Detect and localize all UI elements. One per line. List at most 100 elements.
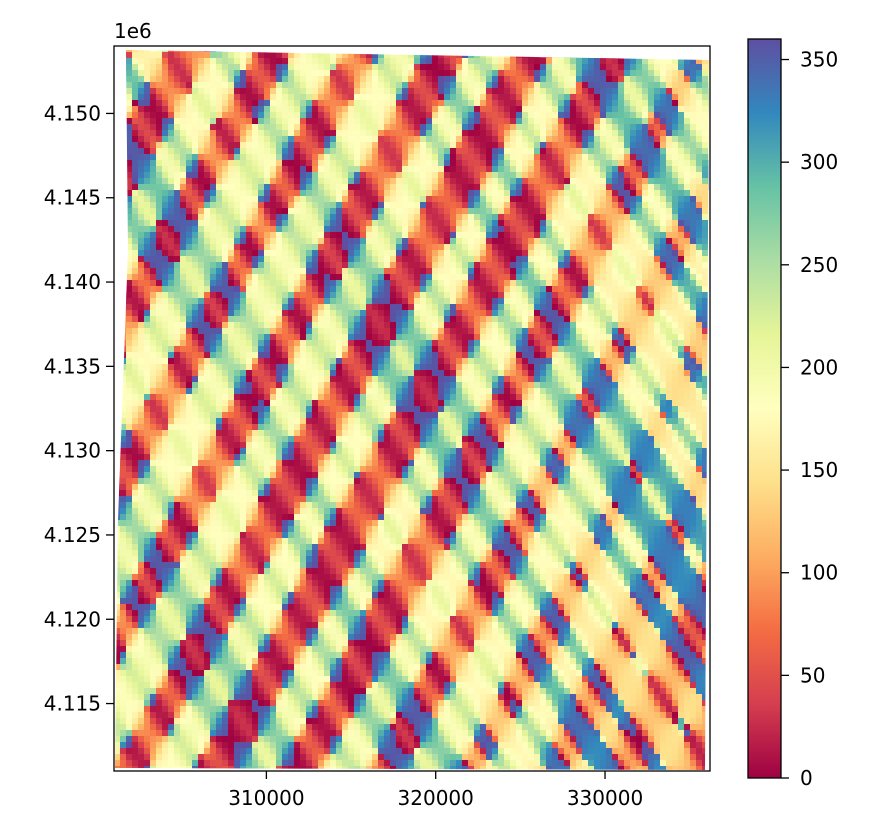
raster-cell (426, 172, 433, 179)
raster-cell (432, 316, 439, 323)
raster-cell (672, 232, 679, 239)
raster-cell (510, 322, 517, 329)
raster-cell (132, 256, 139, 263)
raster-cell (660, 82, 667, 89)
raster-cell (708, 220, 709, 227)
raster-cell (186, 262, 193, 269)
raster-cell (252, 130, 259, 137)
raster-cell (516, 334, 523, 341)
raster-cell (390, 112, 397, 119)
raster-cell (384, 142, 391, 149)
raster-cell (306, 322, 313, 329)
raster-cell (462, 58, 469, 65)
raster-cell (672, 148, 679, 155)
raster-cell (318, 160, 325, 167)
raster-cell (702, 148, 709, 155)
raster-cell (660, 244, 667, 251)
raster-cell (186, 274, 193, 281)
raster-cell (456, 172, 463, 179)
raster-cell (474, 286, 481, 293)
raster-cell (678, 136, 685, 143)
raster-cell (708, 82, 709, 89)
raster-cell (378, 238, 385, 245)
raster-cell (318, 316, 325, 323)
raster-cell (366, 112, 373, 119)
raster-cell (270, 280, 277, 287)
raster-cell (588, 250, 595, 257)
raster-cell (180, 232, 187, 239)
raster-cell (312, 50, 319, 53)
raster-cell (636, 250, 643, 257)
raster-cell (696, 262, 703, 269)
raster-cell (168, 310, 175, 317)
raster-cell (186, 130, 193, 137)
raster-cell (234, 322, 241, 329)
raster-cell (115, 322, 121, 329)
raster-cell (618, 52, 625, 59)
raster-cell (138, 214, 145, 221)
raster-cell (414, 232, 421, 239)
raster-cell (168, 118, 175, 125)
raster-cell (690, 190, 697, 197)
raster-cell (168, 262, 175, 269)
raster-cell (306, 274, 313, 281)
raster-cell (270, 50, 277, 53)
raster-cell (570, 244, 577, 251)
raster-cell (546, 172, 553, 179)
raster-cell (708, 190, 709, 197)
raster-cell (570, 334, 577, 341)
raster-cell (612, 58, 619, 65)
raster-cell (366, 154, 373, 161)
raster-cell (348, 214, 355, 221)
raster-cell (360, 118, 367, 125)
raster-cell (558, 106, 565, 113)
raster-cell (300, 280, 307, 287)
raster-cell (372, 334, 379, 341)
raster-cell (582, 58, 589, 65)
raster-cell (582, 136, 589, 143)
raster-cell (426, 154, 433, 161)
raster-cell (630, 172, 637, 179)
raster-cell (690, 124, 697, 131)
raster-cell (294, 184, 301, 191)
raster-cell (444, 334, 451, 341)
raster-cell (372, 166, 379, 173)
raster-cell (234, 340, 241, 347)
raster-cell (330, 124, 337, 131)
raster-cell (300, 160, 307, 167)
raster-cell (168, 82, 175, 89)
raster-cell (222, 106, 229, 113)
raster-cell (612, 298, 619, 305)
raster-cell (702, 58, 709, 65)
raster-cell (552, 136, 559, 143)
raster-cell (372, 310, 379, 317)
raster-cell (504, 118, 511, 125)
raster-cell (378, 232, 385, 239)
raster-cell (432, 262, 439, 269)
raster-cell (294, 298, 301, 305)
raster-cell (582, 244, 589, 251)
raster-cell (378, 118, 385, 125)
raster-cell (492, 112, 499, 119)
raster-cell (432, 58, 439, 65)
raster-cell (115, 50, 121, 53)
raster-cell (324, 286, 331, 293)
raster-cell (480, 304, 487, 311)
raster-cell (624, 316, 631, 323)
raster-cell (300, 274, 307, 281)
raster-cell (648, 256, 655, 263)
raster-cell (612, 244, 619, 251)
raster-cell (684, 286, 691, 293)
raster-cell (702, 208, 709, 215)
raster-cell (504, 340, 511, 347)
raster-cell (444, 106, 451, 113)
raster-cell (372, 214, 379, 221)
raster-cell (144, 160, 151, 167)
raster-cell (504, 106, 511, 113)
raster-cell (498, 100, 505, 107)
raster-cell (636, 58, 643, 65)
raster-cell (156, 232, 163, 239)
raster-cell (144, 262, 151, 269)
raster-cell (378, 202, 385, 209)
raster-cell (174, 286, 181, 293)
